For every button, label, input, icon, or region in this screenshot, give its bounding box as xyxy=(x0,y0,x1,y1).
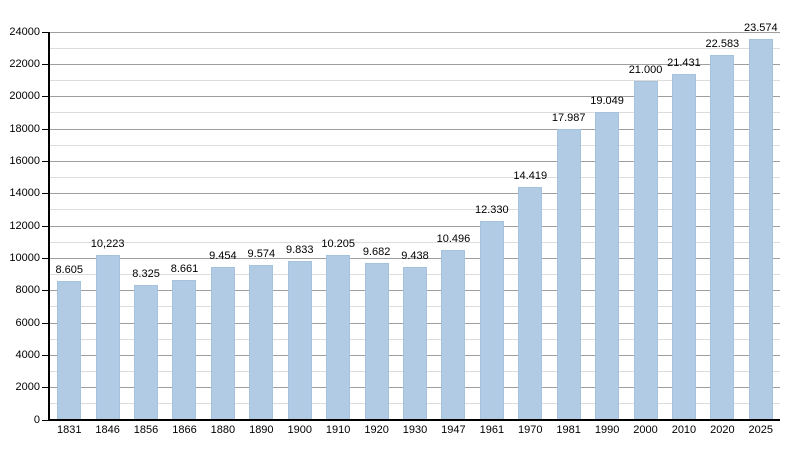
y-axis-tick-label: 12000 xyxy=(9,219,40,232)
x-axis-tick-label: 2000 xyxy=(633,424,658,436)
bar-value-label: 14.419 xyxy=(513,169,548,182)
bar-value-label: 8.325 xyxy=(132,268,160,281)
y-axis-tick xyxy=(42,354,48,356)
y-axis-tick xyxy=(42,419,48,421)
bar-value-label: 9.574 xyxy=(247,248,276,261)
y-axis-tick-label: 0 xyxy=(33,413,40,426)
x-axis-line xyxy=(48,419,780,421)
x-axis-tick-label: 2010 xyxy=(671,424,697,436)
x-axis-tick-label: 1890 xyxy=(249,424,274,436)
bar-value-label: 23.574 xyxy=(743,21,778,34)
y-axis-tick xyxy=(42,225,48,227)
bar-value-label: 10.205 xyxy=(321,238,355,251)
y-axis-tick xyxy=(42,193,48,195)
x-axis-tick-label: 1856 xyxy=(133,424,159,436)
y-axis-tick xyxy=(42,387,48,389)
y-axis-tick xyxy=(42,160,48,162)
bar-value-label: 9.833 xyxy=(285,244,314,257)
bar-value-label: 17.987 xyxy=(551,112,586,125)
x-axis-tick-label: 1910 xyxy=(325,424,351,436)
y-axis-tick-label: 20000 xyxy=(9,90,40,103)
bar-value-label: 8.661 xyxy=(170,262,199,275)
bar xyxy=(595,112,620,420)
bar xyxy=(556,129,581,420)
bar xyxy=(748,38,773,420)
bar xyxy=(326,255,351,420)
gridline-minor xyxy=(50,47,780,49)
bar-value-label: 9.454 xyxy=(209,250,237,263)
gridline-major xyxy=(50,193,780,195)
x-axis-tick-label: 1990 xyxy=(594,424,620,436)
bar xyxy=(57,280,82,420)
bar xyxy=(710,54,735,420)
bar xyxy=(210,267,235,420)
bar xyxy=(671,73,696,420)
bar xyxy=(518,186,543,420)
y-axis-tick xyxy=(42,257,48,259)
y-axis-tick-label: 18000 xyxy=(9,122,40,135)
gridline-major xyxy=(50,160,780,162)
y-axis-tick-label: 4000 xyxy=(15,348,40,361)
gridline-minor xyxy=(50,112,780,114)
y-axis-tick xyxy=(42,31,48,33)
bar xyxy=(364,263,389,420)
bar-value-label: 10.496 xyxy=(436,233,471,246)
y-axis-tick-label: 10000 xyxy=(9,251,40,264)
x-axis-tick-label: 1920 xyxy=(364,424,389,436)
x-axis-tick-label: 1930 xyxy=(402,424,428,436)
gridline-major xyxy=(50,31,780,33)
y-axis-tick xyxy=(42,290,48,292)
bar xyxy=(441,250,466,420)
y-axis-tick-label: 22000 xyxy=(9,57,40,70)
x-axis-tick-label: 2020 xyxy=(710,424,735,436)
bar xyxy=(479,220,504,420)
y-axis-tick-label: 24000 xyxy=(9,25,40,38)
bar xyxy=(633,80,658,420)
bar xyxy=(172,279,197,420)
x-axis-tick-label: 1866 xyxy=(172,424,197,436)
bar xyxy=(95,254,120,420)
y-axis-tick xyxy=(42,128,48,130)
gridline-major xyxy=(50,225,780,227)
x-axis-tick-label: 1846 xyxy=(95,424,120,436)
y-axis-tick-label: 14000 xyxy=(9,187,40,200)
x-axis-tick-label: 1831 xyxy=(56,424,82,436)
bar xyxy=(134,285,159,420)
x-axis-tick-label: 1961 xyxy=(479,424,505,436)
bar xyxy=(403,267,427,420)
gridline-minor xyxy=(50,80,780,81)
gridline-minor xyxy=(50,241,780,243)
bar-value-label: 19.049 xyxy=(590,95,624,108)
bar-value-label: 9.682 xyxy=(362,246,391,259)
x-axis-tick-label: 1900 xyxy=(287,424,312,436)
bar xyxy=(287,261,312,420)
bar-value-label: 21.431 xyxy=(667,56,701,69)
gridline-major xyxy=(50,96,780,98)
y-axis-line xyxy=(48,32,50,420)
gridline-minor xyxy=(50,144,780,146)
y-axis-tick xyxy=(42,96,48,98)
x-axis-tick-label: 1970 xyxy=(518,424,543,436)
y-axis-tick-label: 6000 xyxy=(15,316,40,329)
bar-value-label: 21.000 xyxy=(628,63,663,76)
y-axis-tick xyxy=(42,322,48,324)
x-axis-tick-label: 1947 xyxy=(441,424,466,436)
x-axis-tick-label: 1880 xyxy=(210,424,236,436)
gridline-minor xyxy=(50,209,780,211)
bar xyxy=(249,265,274,420)
x-axis-tick-label: 2025 xyxy=(748,424,774,436)
bar-value-label: 12.330 xyxy=(475,203,509,216)
bar-value-label: 9.438 xyxy=(401,250,429,263)
gridline-major xyxy=(50,128,780,130)
y-axis-tick-label: 2000 xyxy=(15,381,40,394)
y-axis-tick-label: 16000 xyxy=(9,154,40,167)
y-axis-tick-label: 8000 xyxy=(15,284,40,297)
bar-value-label: 10,223 xyxy=(90,237,125,250)
x-axis-tick-label: 1981 xyxy=(556,424,581,436)
bar-value-label: 22.583 xyxy=(705,37,740,50)
bar-value-label: 8.605 xyxy=(55,263,83,276)
gridline-minor xyxy=(50,177,780,178)
y-axis-tick xyxy=(42,63,48,65)
